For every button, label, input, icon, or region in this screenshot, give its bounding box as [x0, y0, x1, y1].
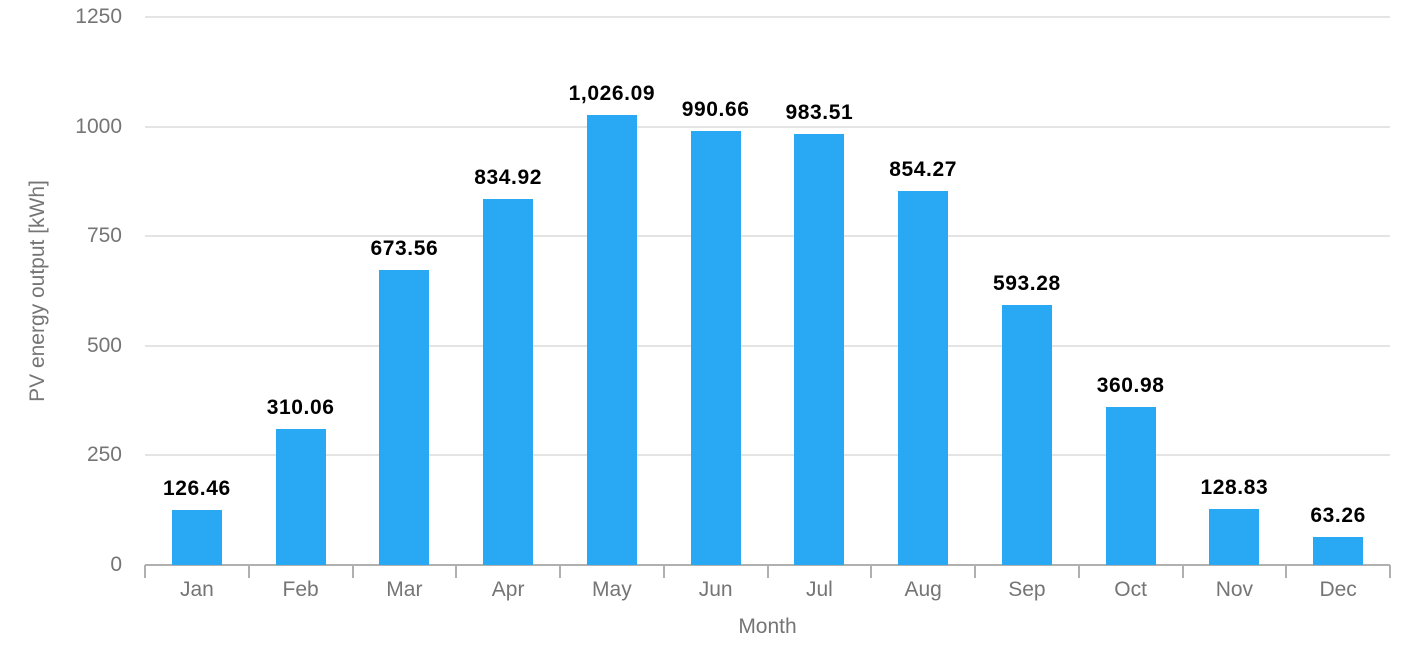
bar-group-apr: 834.92 [456, 17, 560, 565]
x-tick-label-sep: Sep [1008, 578, 1046, 601]
y-tick-label: 0 [110, 553, 122, 576]
bar-value-label: 990.66 [681, 97, 750, 121]
bar-value-label: 673.56 [370, 236, 439, 260]
bar-oct[interactable] [1105, 406, 1156, 565]
bar-aug[interactable] [898, 190, 949, 565]
bar-value-label: 983.51 [785, 100, 854, 124]
bar-group-sep: 593.28 [975, 17, 1079, 565]
bar-value-label: 360.98 [1096, 373, 1165, 397]
x-axis-tick [247, 565, 250, 578]
bar-value-label: 128.83 [1200, 475, 1269, 499]
x-tick-label-aug: Aug [904, 578, 942, 601]
y-tick-label: 750 [86, 224, 122, 248]
gridline [145, 125, 1390, 128]
bar-mar[interactable] [379, 269, 430, 565]
bar-jun[interactable] [690, 130, 741, 565]
x-tick-label-jul: Jul [805, 578, 833, 601]
x-tick-label-may: May [592, 578, 632, 601]
bar-value-label: 834.92 [474, 165, 543, 189]
x-axis-tick [455, 565, 458, 578]
y-tick-label: 500 [86, 333, 122, 357]
x-tick-label-apr: Apr [491, 578, 525, 601]
bar-group-feb: 310.06 [249, 17, 353, 565]
bar-feb[interactable] [275, 429, 326, 565]
bar-jul[interactable] [794, 133, 845, 565]
x-axis-tick [1077, 565, 1080, 578]
x-tick-label-mar: Mar [386, 578, 423, 601]
bar-value-label: 854.27 [889, 157, 958, 181]
y-axis-title: PV energy output [kWh] [26, 180, 49, 402]
x-axis-tick [662, 565, 665, 578]
bar-group-oct: 360.98 [1079, 17, 1183, 565]
bar-may[interactable] [586, 115, 637, 565]
y-tick-label: 250 [86, 443, 122, 467]
gridline [145, 16, 1390, 18]
x-axis-tick [974, 565, 976, 578]
bar-group-may: 1,026.09 [560, 17, 664, 565]
x-axis-tick [1389, 565, 1391, 578]
x-tick-label-nov: Nov [1215, 578, 1254, 601]
gridline [145, 235, 1390, 238]
x-axis-tick [144, 565, 146, 578]
bar-group-jun: 990.66 [664, 17, 768, 565]
x-axis-title: Month [738, 615, 797, 638]
x-axis-tick [351, 565, 354, 578]
x-tick-label-jun: Jun [698, 578, 733, 601]
x-tick-label-oct: Oct [1114, 578, 1147, 601]
y-tick-label: 1000 [75, 114, 122, 138]
bar-group-nov: 128.83 [1183, 17, 1287, 565]
bar-sep[interactable] [1001, 304, 1052, 565]
bar-apr[interactable] [483, 198, 534, 565]
x-axis-tick [870, 565, 873, 578]
bar-value-label: 126.46 [162, 476, 231, 500]
x-tick-label-jan: Jan [179, 578, 214, 601]
bar-value-label: 310.06 [266, 396, 335, 420]
bar-group-dec: 63.26 [1286, 17, 1390, 565]
bar-value-label: 593.28 [992, 271, 1061, 295]
gridline [145, 344, 1390, 347]
y-tick-label: 1250 [75, 5, 122, 28]
bar-dec[interactable] [1313, 537, 1364, 565]
bar-nov[interactable] [1209, 508, 1260, 565]
plot-area: 126.46 310.06 673.56 834.92 1,026.09 990.66 98… [145, 16, 1390, 566]
x-tick-label-dec: Dec [1319, 578, 1357, 601]
x-axis-tick [766, 565, 769, 578]
gridline [145, 454, 1390, 457]
bar-value-label: 1,026.09 [568, 82, 656, 106]
bar-jan[interactable] [171, 509, 222, 565]
bar-value-label: 63.26 [1310, 504, 1366, 528]
bar-group-mar: 673.56 [353, 17, 457, 565]
x-axis-tick [1285, 565, 1288, 578]
x-axis-tick [1181, 565, 1184, 578]
bar-group-aug: 854.27 [871, 17, 975, 565]
bar-group-jan: 126.46 [145, 17, 249, 565]
bar-group-jul: 983.51 [768, 17, 872, 565]
x-tick-label-feb: Feb [282, 578, 319, 601]
x-axis-tick [559, 565, 561, 578]
